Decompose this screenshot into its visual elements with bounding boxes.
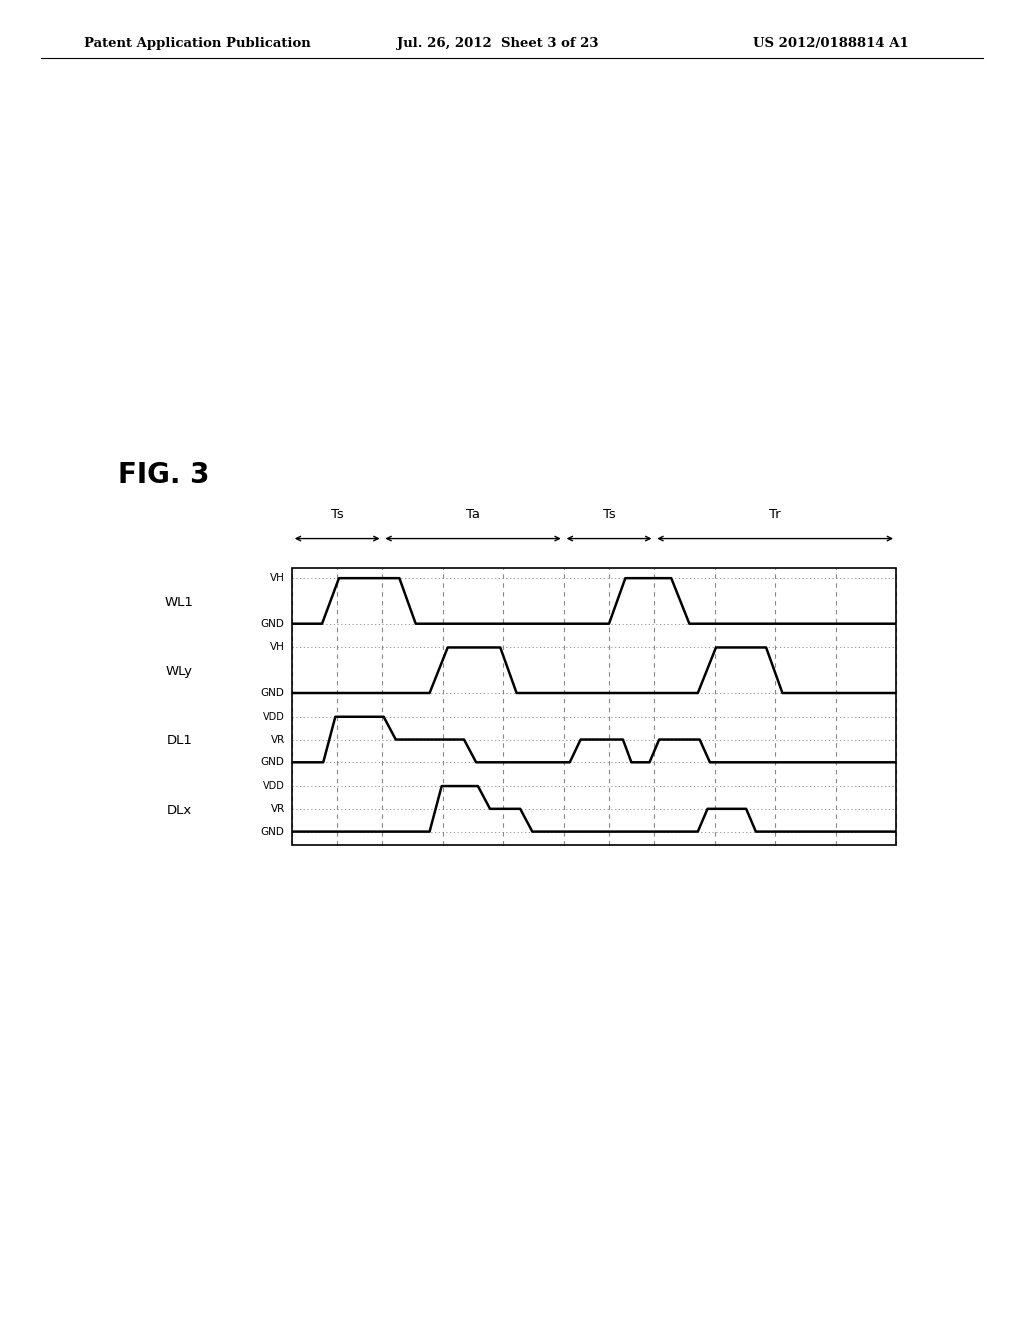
Text: VR: VR [270,804,285,814]
Text: WL1: WL1 [165,595,194,609]
Text: US 2012/0188814 A1: US 2012/0188814 A1 [753,37,908,50]
Text: GND: GND [261,826,285,837]
Text: FIG. 3: FIG. 3 [118,461,209,490]
Text: Tr: Tr [769,508,781,521]
Text: Ta: Ta [466,508,480,521]
Text: Ts: Ts [603,508,615,521]
Text: GND: GND [261,619,285,628]
Text: VR: VR [270,734,285,744]
Text: WLy: WLy [166,665,193,678]
Text: Patent Application Publication: Patent Application Publication [84,37,310,50]
Bar [292,568,896,845]
Text: GND: GND [261,688,285,698]
Text: DL1: DL1 [166,734,193,747]
Text: Jul. 26, 2012  Sheet 3 of 23: Jul. 26, 2012 Sheet 3 of 23 [397,37,599,50]
Text: DLx: DLx [167,804,191,817]
Text: Ts: Ts [331,508,343,521]
Text: VDD: VDD [263,781,285,791]
Text: VDD: VDD [263,711,285,722]
Text: GND: GND [261,758,285,767]
Text: VH: VH [269,573,285,583]
Text: VH: VH [269,643,285,652]
